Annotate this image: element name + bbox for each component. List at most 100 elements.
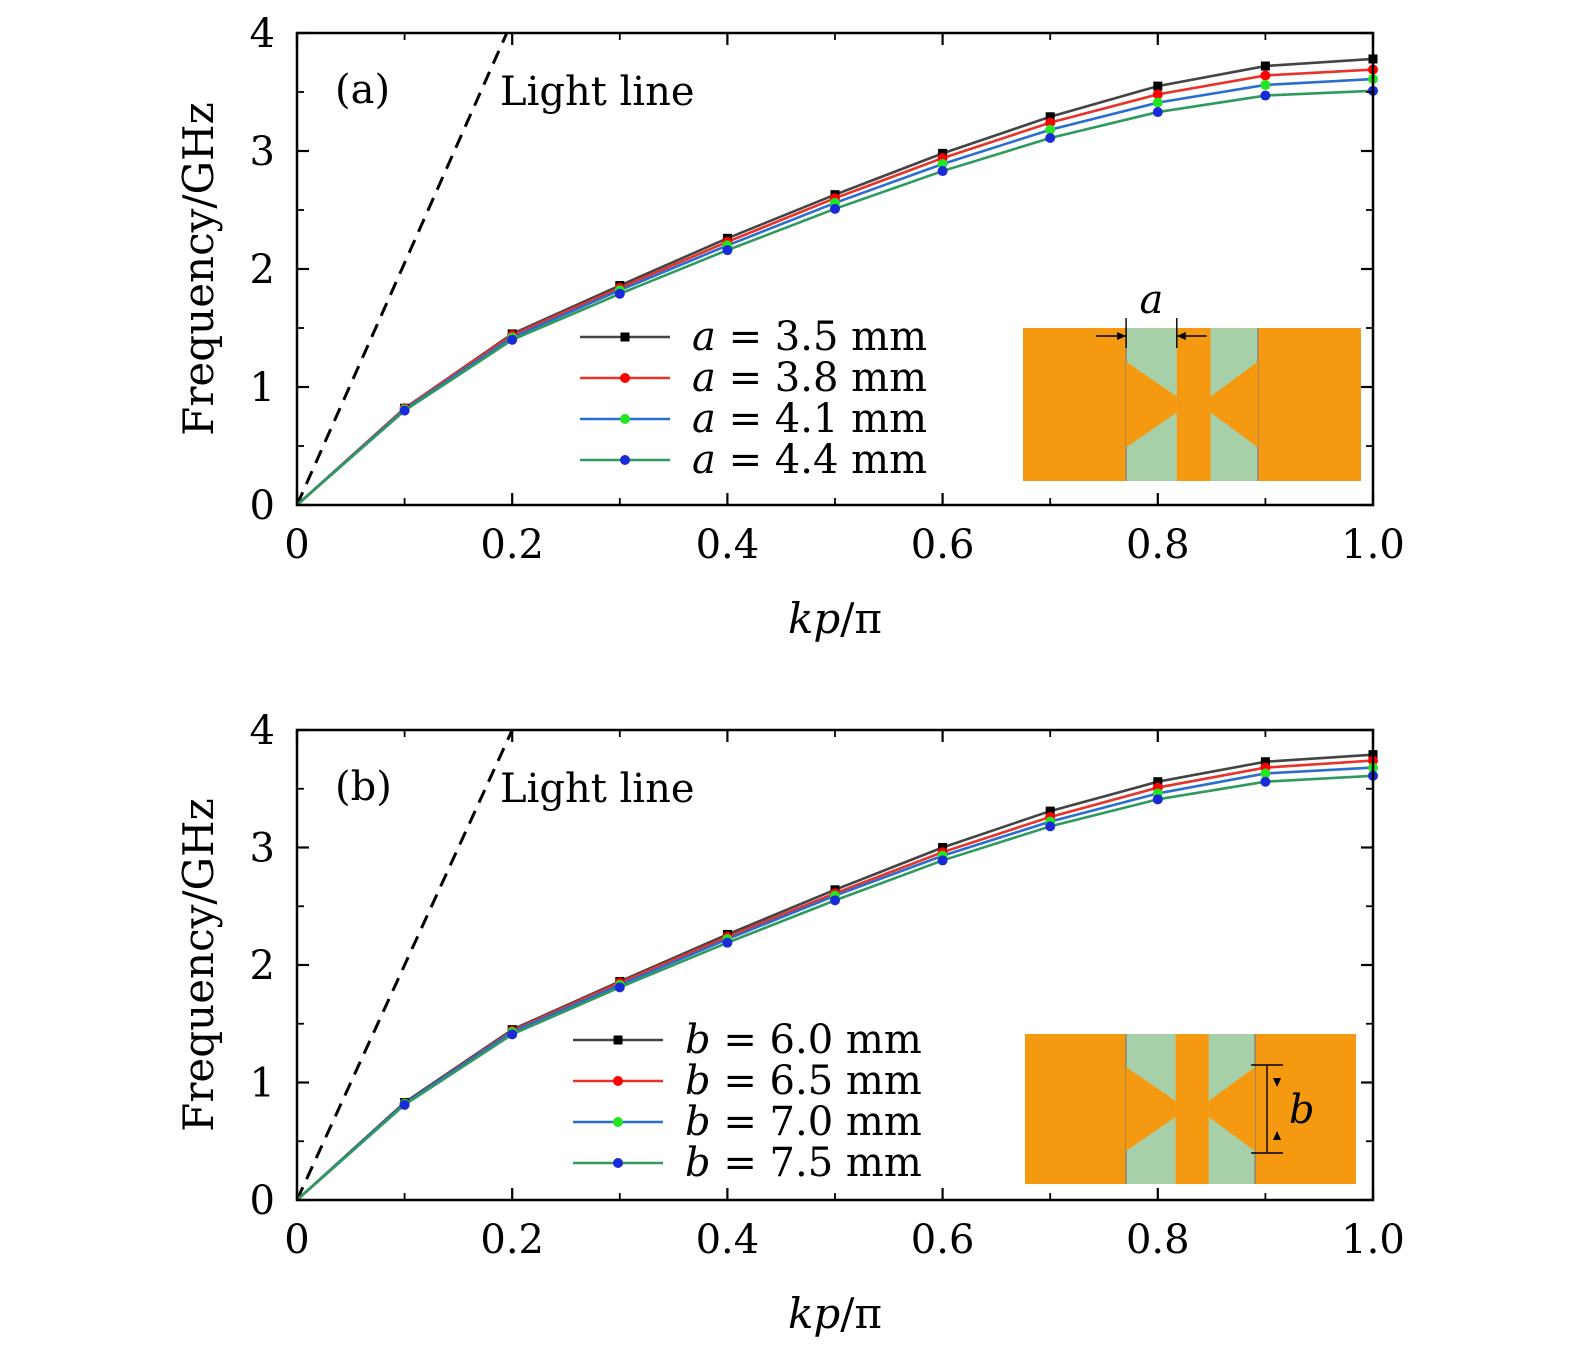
legend-label-var: b <box>685 1017 711 1063</box>
legend-label-1: a = 3.8 mm <box>692 355 927 401</box>
x-axis-title-rest: /π <box>840 594 882 643</box>
inset-center-strip <box>1175 1034 1209 1184</box>
y-axis-title: Frequency/GHz <box>174 798 223 1132</box>
legend-label-rest: = 7.0 mm <box>711 1099 922 1145</box>
data-point-2-7 <box>1045 124 1056 135</box>
inset-left-wedge <box>1125 1067 1176 1151</box>
legend-label-2: a = 4.1 mm <box>692 396 927 442</box>
data-point-0-7 <box>1045 806 1055 816</box>
light-line <box>297 730 514 1200</box>
legend-label-rest: = 3.5 mm <box>716 314 927 360</box>
y-axis-title: Frequency/GHz <box>174 102 223 436</box>
inset-center-strip <box>1176 328 1211 481</box>
panel-label: (b) <box>335 764 392 810</box>
x-tick-label: 0.6 <box>911 522 975 568</box>
light-line-label: Light line <box>500 766 695 812</box>
x-tick-label: 0.8 <box>1126 1217 1190 1263</box>
panel-b: 0 0.2 0.4 0.6 0.8 1.0 0 1 2 3 4 kp/π Frequency/GHz (b… <box>174 708 1405 1338</box>
legend-label-0: a = 3.5 mm <box>692 314 927 360</box>
data-point-2-6 <box>937 158 948 169</box>
dimension-arrowhead <box>1117 332 1127 340</box>
legend-label-1: b = 6.5 mm <box>685 1058 922 1104</box>
dimension-arrowhead <box>1273 1131 1282 1140</box>
legend-label-rest: = 4.4 mm <box>716 437 927 483</box>
data-point-3-9 <box>1260 776 1271 787</box>
data-point-3-8 <box>1152 107 1163 118</box>
legend-marker-1 <box>620 373 630 383</box>
inset-right-wedge <box>1210 361 1258 448</box>
data-point-1-9 <box>1260 70 1271 81</box>
data-point-2-8 <box>1152 97 1163 108</box>
x-axis-title: kp/π <box>788 594 882 643</box>
legend-label-var: a <box>692 437 716 483</box>
data-point-3-7 <box>1045 133 1056 144</box>
data-point-3-4 <box>722 937 733 948</box>
y-tick-label: 2 <box>250 943 275 989</box>
x-tick-label: 0.2 <box>480 1217 544 1263</box>
data-point-3-2 <box>507 1029 518 1040</box>
data-point-3-7 <box>1045 821 1056 832</box>
x-tick-label: 0.4 <box>696 522 760 568</box>
y-tick-label: 4 <box>250 11 275 57</box>
data-point-3-4 <box>722 245 733 256</box>
y-tick-label: 2 <box>250 247 275 293</box>
data-point-3-2 <box>507 334 518 345</box>
inset-schematic: a <box>1023 277 1361 481</box>
inset-dimension-label: a <box>1140 277 1164 323</box>
legend-marker-1 <box>613 1076 623 1086</box>
x-tick-label: 0.8 <box>1126 522 1190 568</box>
legend-label-var: a <box>692 396 716 442</box>
legend-marker-3 <box>620 455 630 465</box>
data-point-3-6 <box>937 166 948 177</box>
inset-dimension-label: b <box>1289 1087 1315 1133</box>
x-tick-label: 1.0 <box>1341 522 1405 568</box>
legend-label-3: a = 4.4 mm <box>692 437 927 483</box>
x-axis-title-var: kp <box>788 1289 840 1338</box>
data-point-3-9 <box>1260 90 1271 101</box>
x-tick-label: 0 <box>284 1217 309 1263</box>
x-axis-title-var: kp <box>788 594 840 643</box>
legend-label-rest: = 4.1 mm <box>716 396 927 442</box>
data-point-3-5 <box>830 895 840 906</box>
legend-label-var: a <box>692 355 716 401</box>
data-point-3-5 <box>830 203 840 214</box>
dimension-arrowhead <box>1176 332 1186 340</box>
data-point-0-7 <box>1045 112 1055 122</box>
legend-label-0: b = 6.0 mm <box>685 1017 922 1063</box>
x-tick-label: 0.6 <box>911 1217 975 1263</box>
legend-label-2: b = 7.0 mm <box>685 1099 922 1145</box>
data-point-1-8 <box>1152 89 1163 100</box>
data-point-2-9 <box>1260 79 1271 90</box>
legend-label-rest: = 3.8 mm <box>716 355 927 401</box>
data-point-3-1 <box>399 405 410 416</box>
legend-label-var: b <box>685 1140 711 1186</box>
light-line <box>297 33 509 505</box>
inset-schematic: b <box>1025 1034 1356 1184</box>
light-line-label: Light line <box>500 69 695 115</box>
data-point-0-9 <box>1260 61 1270 71</box>
data-point-0-9 <box>1260 757 1270 767</box>
legend-label-rest: = 6.5 mm <box>711 1058 922 1104</box>
legend-marker-2 <box>620 414 630 424</box>
data-point-3-6 <box>937 855 948 866</box>
data-point-1-7 <box>1045 117 1056 128</box>
y-tick-label: 4 <box>250 708 275 754</box>
y-tick-label: 1 <box>250 365 275 411</box>
y-tick-label: 3 <box>250 826 275 872</box>
x-axis-title: kp/π <box>788 1289 882 1338</box>
inset-left-wedge <box>1126 361 1177 448</box>
legend-marker-0 <box>620 332 630 342</box>
data-point-3-1 <box>399 1099 410 1110</box>
y-tick-label: 0 <box>250 483 275 529</box>
legend-marker-2 <box>613 1117 623 1127</box>
data-point-0-8 <box>1153 81 1163 91</box>
legend-label-var: b <box>685 1058 711 1104</box>
inset-right-wedge <box>1208 1067 1256 1151</box>
legend-label-var: a <box>692 314 716 360</box>
x-axis-title-rest: /π <box>840 1289 882 1338</box>
legend-marker-0 <box>613 1035 623 1045</box>
x-tick-label: 0.4 <box>696 1217 760 1263</box>
data-point-2-9 <box>1260 768 1271 779</box>
legend-marker-3 <box>613 1158 623 1168</box>
